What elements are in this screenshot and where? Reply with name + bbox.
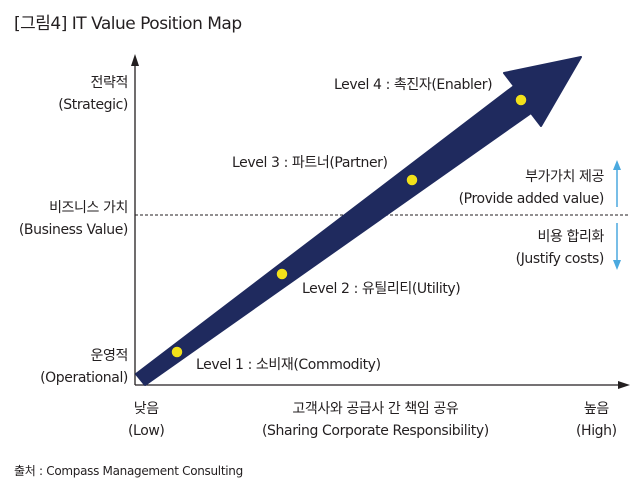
level-1-dot xyxy=(170,345,184,359)
figure-title: [그림4] IT Value Position Map xyxy=(14,14,242,34)
y-label-operational: 운영적 (Operational) xyxy=(40,348,128,386)
side-label-justify-costs: 비용 합리화 (Justify costs) xyxy=(515,229,605,267)
level-2-dot xyxy=(275,267,289,281)
x-label-center: 고객사와 공급사 간 책임 공유 (Sharing Corporate Resp… xyxy=(262,401,489,439)
side-label-added-value: 부가가치 제공 (Provide added value) xyxy=(458,169,605,207)
level-4-label: Level 4 : 촉진자(Enabler) xyxy=(334,77,493,93)
level-2-label: Level 2 : 유틸리티(Utility) xyxy=(302,281,461,297)
level-3-label: Level 3 : 파트너(Partner) xyxy=(232,155,388,171)
x-label-low: 낮음 (Low) xyxy=(128,401,165,439)
down-arrow-head xyxy=(613,260,621,270)
level-3-dot xyxy=(405,173,419,187)
up-arrow-head xyxy=(613,160,621,170)
x-label-high: 높음 (High) xyxy=(576,401,617,439)
value-arrow xyxy=(135,56,582,386)
level-4-dot xyxy=(514,93,528,107)
y-label-business-value: 비즈니스 가치 (Business Value) xyxy=(18,200,129,238)
source-note: 출처 : Compass Management Consulting xyxy=(14,464,243,478)
y-axis-arrowhead xyxy=(131,54,139,66)
x-axis-arrowhead xyxy=(618,381,630,389)
level-1-label: Level 1 : 소비재(Commodity) xyxy=(196,357,381,373)
y-label-strategic: 전략적 (Strategic) xyxy=(58,75,128,113)
